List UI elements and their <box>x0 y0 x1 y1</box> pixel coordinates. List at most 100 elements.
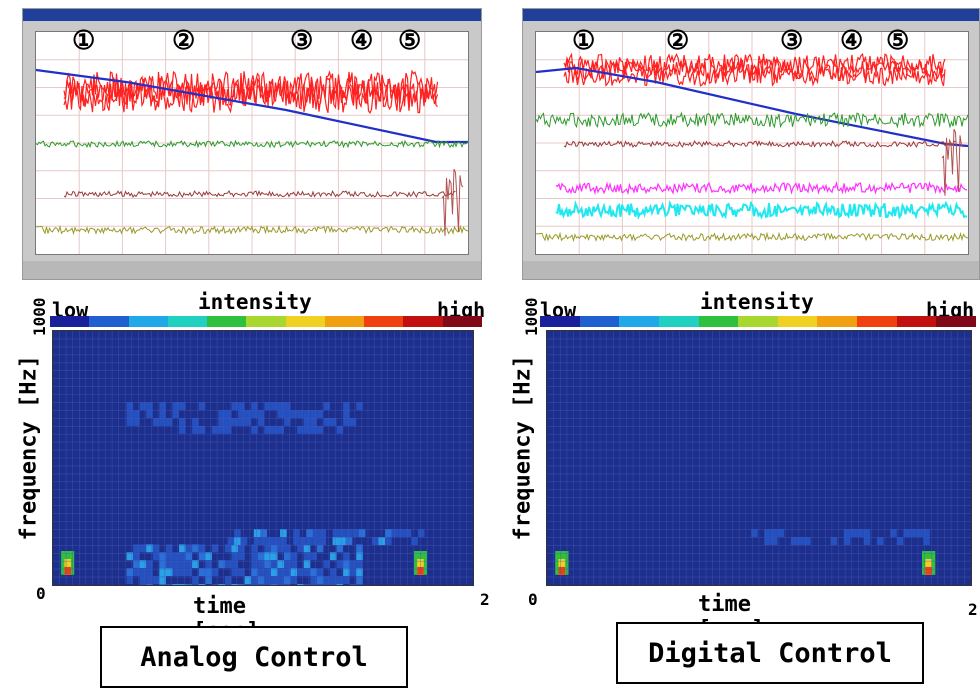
spectrogram-cell <box>234 537 241 545</box>
spectrogram-cell <box>257 568 265 577</box>
spectrogram-cell <box>336 544 344 553</box>
spectrogram-cell <box>251 402 258 410</box>
colorbar-swatch-9 <box>896 316 937 327</box>
spectrogram-cell <box>172 560 179 569</box>
spectrogram-cell <box>133 410 140 418</box>
spectrogram-cell <box>297 568 304 577</box>
spectrogram-cell <box>293 529 300 537</box>
spectrogram-cell <box>231 402 239 410</box>
spectrogram-cell <box>165 568 173 577</box>
spectrogram-cell <box>152 418 160 426</box>
analog-channel-legend-strip <box>23 261 481 279</box>
spectrogram-cell <box>253 537 261 545</box>
spectrogram-cell <box>257 552 265 561</box>
spectrogram-cell <box>231 568 239 577</box>
spectrogram-cell <box>277 544 284 553</box>
spectrogram-cell <box>126 552 134 561</box>
spectrogram-cell <box>310 418 317 426</box>
spectrogram-cell <box>284 544 291 553</box>
spectrogram-cell <box>349 568 357 577</box>
spectrogram-cell <box>146 544 153 553</box>
spectrogram-cell <box>764 537 771 545</box>
spectrogram-cell <box>224 584 232 585</box>
spectrogram-cell <box>371 537 379 545</box>
digital-y-tick-min: 0 <box>528 590 538 609</box>
spectrogram-cell <box>343 552 350 561</box>
hotspot-core <box>64 566 71 575</box>
spectrogram-cell <box>264 425 271 434</box>
spectrogram-cell <box>185 544 193 553</box>
spectrogram-cell <box>910 529 917 537</box>
spectrogram-cell <box>264 584 271 585</box>
colorbar-swatch-7 <box>324 316 365 327</box>
spectrogram-cell <box>139 568 147 577</box>
spectrogram-cell <box>297 410 304 418</box>
spectrogram-cell <box>777 529 785 537</box>
spectrogram-cell <box>165 552 173 561</box>
spectrogram-cell <box>224 560 232 569</box>
spectrogram-cell <box>310 410 317 418</box>
spectrogram-cell <box>398 529 405 537</box>
spectrogram-cell <box>192 418 199 426</box>
colorbar-swatch-1 <box>579 316 620 327</box>
spectrogram-cell <box>126 568 134 577</box>
colorbar-swatch-4 <box>698 316 739 327</box>
spectrogram-cell <box>411 537 418 545</box>
spectrogram-cell <box>306 529 313 537</box>
spectrogram-cell <box>284 584 291 585</box>
spectrogram-cell <box>270 568 278 577</box>
spectrogram-cell <box>264 552 271 561</box>
spectrogram-cell <box>343 402 350 410</box>
spectrogram-cell <box>152 544 160 553</box>
analog-waveform-svg <box>36 32 468 254</box>
spectrogram-cell <box>205 576 212 584</box>
spectrogram-cell <box>284 418 291 426</box>
spectrogram-cell <box>277 584 284 585</box>
spectrogram-cell <box>299 537 307 545</box>
spectrogram-cell <box>264 560 271 569</box>
spectrogram-cell <box>770 537 778 545</box>
spectrogram-cell <box>244 410 252 418</box>
spectrogram-cell <box>297 584 304 585</box>
spectrogram-cell <box>270 402 278 410</box>
digital-waveform-titlebar <box>523 9 979 21</box>
spectrogram-cell <box>257 560 265 569</box>
spectrogram-cell <box>257 576 265 584</box>
colorbar-swatch-2 <box>619 316 659 327</box>
spectrogram-cell <box>253 529 261 537</box>
colorbar-swatch-8 <box>857 316 897 327</box>
spectrogram-cell <box>159 568 166 577</box>
digital-waveform-svg <box>536 32 968 254</box>
spectrogram-cell <box>316 544 324 553</box>
spectrogram-cell <box>172 552 179 561</box>
colorbar-swatch-8 <box>364 316 404 327</box>
spectrogram-cell <box>126 576 134 584</box>
spectrogram-cell <box>316 568 324 577</box>
spectrogram-cell <box>251 568 258 577</box>
spectrogram-cell <box>790 537 798 545</box>
spectrogram-cell <box>270 576 278 584</box>
spectrogram-cell <box>231 544 239 553</box>
spectrogram-cell <box>159 552 166 561</box>
spectrogram-cell <box>224 418 232 426</box>
spectrogram-cell <box>231 552 239 561</box>
spectrogram-cell <box>244 418 252 426</box>
spectrogram-cell <box>179 584 186 585</box>
spectrogram-cell <box>843 537 851 545</box>
spectrogram-cell <box>277 410 284 418</box>
spectrogram-cell <box>323 560 330 569</box>
spectrogram-cell <box>277 568 284 577</box>
spectrogram-cell <box>257 410 265 418</box>
spectrogram-cell <box>238 568 245 577</box>
spectrogram-cell <box>764 529 771 537</box>
spectrogram-cell <box>185 552 193 561</box>
spectrogram-cell <box>850 529 857 537</box>
spectrogram-cell <box>133 552 140 561</box>
spectrogram-cell <box>280 537 287 545</box>
analog-phase-marker-3: ③ <box>290 26 314 56</box>
spectrogram-cell <box>336 584 344 585</box>
spectrogram-cell <box>211 544 219 553</box>
spectrogram-cell <box>329 418 337 426</box>
spectrogram-cell <box>277 576 284 584</box>
analog-x-tick-max: 2 <box>480 590 490 609</box>
